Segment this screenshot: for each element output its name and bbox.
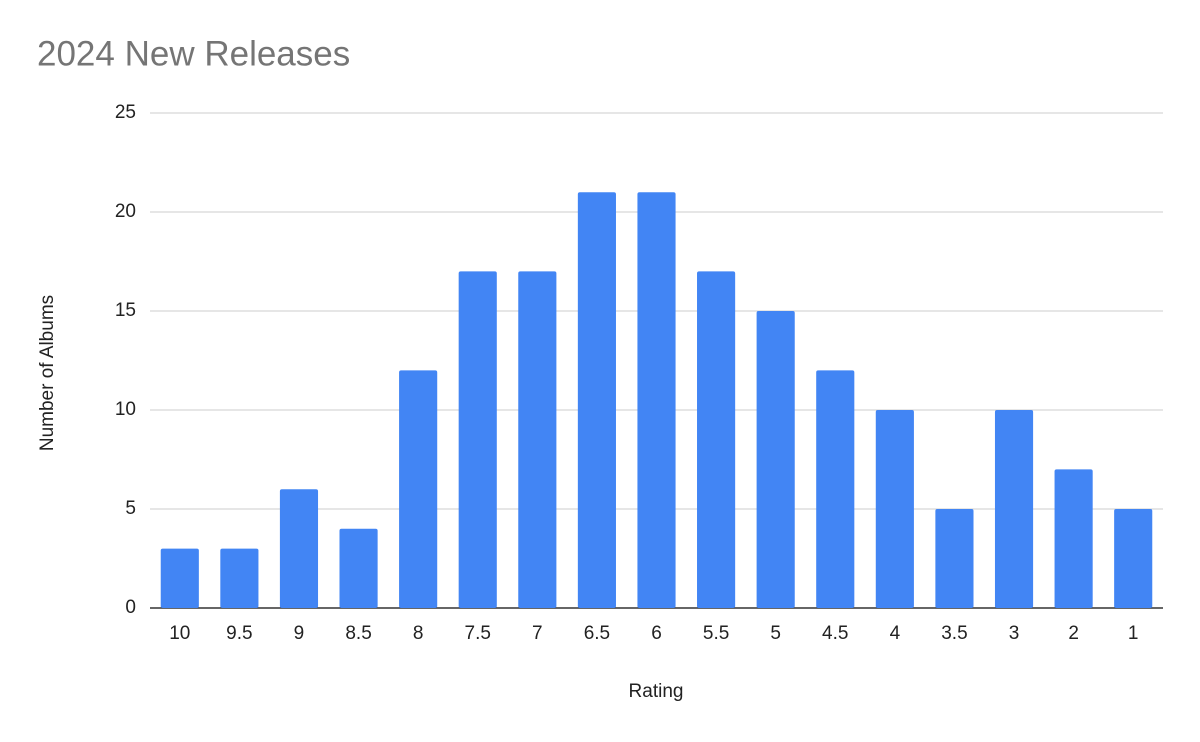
x-tick-label: 9 <box>294 623 305 644</box>
x-tick-label: 5.5 <box>703 623 729 644</box>
bar <box>518 271 557 608</box>
x-tick-label: 5 <box>770 623 781 644</box>
x-tick-label: 8 <box>413 623 424 644</box>
x-tick-label: 6 <box>651 623 662 644</box>
bar <box>697 271 736 608</box>
bar <box>816 370 855 608</box>
x-tick-label: 4.5 <box>822 623 848 644</box>
x-tick-label: 4 <box>890 623 901 644</box>
x-tick-label: 3 <box>1009 623 1020 644</box>
x-axis-label: Rating <box>629 681 684 702</box>
y-tick-label: 5 <box>125 498 136 519</box>
bar <box>756 311 795 608</box>
x-tick-label: 7.5 <box>465 623 491 644</box>
x-tick-label: 9.5 <box>226 623 252 644</box>
bar <box>935 509 974 608</box>
bar <box>458 271 497 608</box>
bar <box>875 410 914 608</box>
x-tick-label: 8.5 <box>345 623 371 644</box>
x-tick-label: 6.5 <box>584 623 610 644</box>
bar <box>399 370 438 608</box>
bar <box>220 548 259 608</box>
x-tick-label: 1 <box>1128 623 1139 644</box>
x-tick-label: 7 <box>532 623 543 644</box>
y-tick-label: 10 <box>115 399 136 420</box>
bar <box>279 489 319 608</box>
bar <box>577 192 616 608</box>
y-tick-label: 25 <box>115 102 136 123</box>
bar <box>637 192 676 608</box>
y-axis-label: Number of Albums <box>37 295 58 451</box>
chart-title: 2024 New Releases <box>37 34 350 73</box>
bar <box>339 528 378 608</box>
x-tick-label: 2 <box>1068 623 1079 644</box>
bar <box>1114 509 1153 608</box>
x-tick-label: 10 <box>169 623 190 644</box>
bar <box>160 548 199 608</box>
bar <box>994 410 1034 608</box>
y-tick-label: 0 <box>125 597 136 618</box>
x-tick-label: 3.5 <box>941 623 967 644</box>
y-tick-label: 20 <box>115 201 136 222</box>
bar <box>1054 469 1093 608</box>
y-tick-label: 15 <box>115 300 136 321</box>
